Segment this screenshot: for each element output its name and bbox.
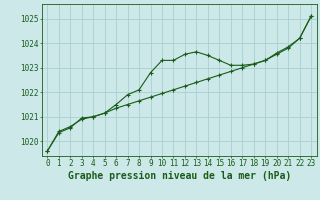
X-axis label: Graphe pression niveau de la mer (hPa): Graphe pression niveau de la mer (hPa) (68, 171, 291, 181)
